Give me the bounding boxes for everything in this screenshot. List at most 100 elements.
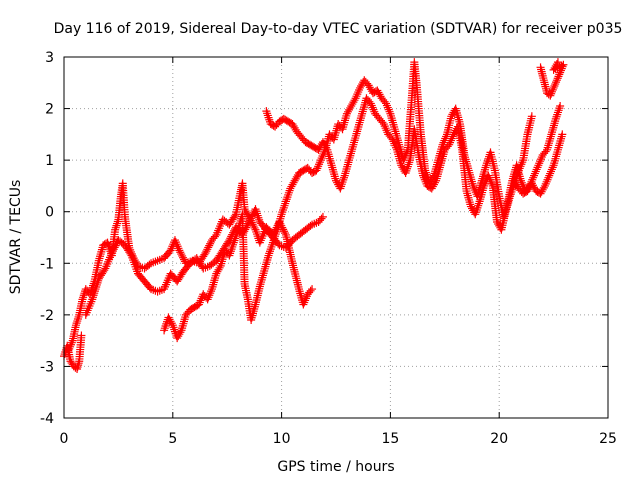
data-point — [315, 160, 324, 169]
series-trace-e — [262, 94, 536, 234]
data-point — [89, 291, 98, 300]
data-point — [536, 157, 545, 166]
data-point — [530, 169, 539, 178]
data-point — [88, 295, 97, 304]
data-point — [544, 173, 553, 182]
data-point — [540, 181, 549, 190]
data-point — [64, 346, 73, 355]
y-tick-label: -1 — [40, 256, 54, 272]
data-point — [230, 212, 239, 221]
data-point — [126, 249, 135, 258]
data-point — [314, 162, 323, 171]
data-point — [176, 328, 185, 337]
data-point — [554, 72, 563, 81]
data-point — [420, 175, 429, 184]
data-point — [196, 296, 205, 305]
data-point — [531, 167, 540, 176]
data-point — [91, 285, 100, 294]
data-point — [204, 243, 213, 252]
data-point — [78, 295, 87, 304]
data-point — [244, 218, 253, 227]
data-point — [366, 99, 375, 108]
data-point — [79, 291, 88, 300]
data-point — [553, 74, 562, 83]
data-point — [479, 181, 488, 190]
x-tick-label: 15 — [381, 431, 399, 447]
data-point — [419, 171, 428, 180]
data-point — [206, 289, 215, 298]
data-point — [172, 240, 181, 249]
data-point — [113, 219, 122, 228]
data-point — [548, 163, 557, 172]
data-point — [72, 319, 81, 328]
data-point — [280, 227, 289, 236]
data-point — [74, 312, 83, 321]
data-point — [224, 237, 233, 246]
data-point — [536, 155, 545, 164]
x-tick-label: 20 — [490, 431, 508, 447]
data-point — [306, 286, 315, 295]
data-point — [92, 280, 101, 289]
data-point — [382, 126, 391, 135]
series-trace-d — [160, 58, 565, 343]
data-point — [111, 223, 120, 232]
data-point — [317, 154, 326, 163]
y-tick-label: -3 — [40, 359, 54, 375]
data-point — [250, 223, 259, 232]
data-point — [447, 134, 456, 143]
data-point — [308, 285, 317, 294]
data-point — [556, 68, 565, 77]
x-tick-label: 0 — [60, 431, 69, 447]
data-point — [108, 247, 117, 256]
data-point — [383, 103, 392, 112]
data-point — [88, 293, 97, 302]
data-point — [166, 246, 175, 255]
data-point — [322, 143, 331, 152]
data-point — [484, 171, 493, 180]
data-point — [542, 177, 551, 186]
data-point — [553, 58, 562, 67]
data-point — [200, 250, 209, 259]
data-point — [552, 76, 561, 85]
data-point — [448, 132, 457, 141]
data-point — [517, 160, 526, 169]
data-point — [556, 101, 565, 110]
data-point — [555, 70, 564, 79]
data-point — [445, 140, 454, 149]
data-point — [550, 82, 559, 91]
data-point — [65, 344, 74, 353]
data-point — [355, 86, 364, 95]
data-point — [486, 175, 495, 184]
data-point — [530, 171, 539, 180]
data-point — [539, 183, 548, 192]
data-point — [66, 342, 75, 351]
data-point — [368, 103, 377, 112]
data-point — [100, 266, 109, 275]
data-point — [534, 161, 543, 170]
data-point — [547, 165, 556, 174]
data-point — [391, 141, 400, 150]
y-tick-label: -2 — [40, 308, 54, 324]
data-point — [516, 162, 525, 171]
x-tick-label: 10 — [273, 431, 291, 447]
data-point — [384, 105, 393, 114]
data-point — [549, 83, 558, 92]
data-point — [529, 173, 538, 182]
data-point — [204, 293, 213, 302]
data-point — [548, 85, 557, 94]
x-axis-label: GPS time / hours — [277, 459, 394, 475]
data-point — [112, 221, 121, 230]
data-point — [317, 214, 326, 223]
data-point — [195, 298, 204, 307]
x-tick-label: 25 — [599, 431, 617, 447]
data-point — [388, 135, 397, 144]
data-point — [177, 250, 186, 259]
data-point — [547, 89, 556, 98]
data-point — [546, 167, 555, 176]
data-point — [171, 238, 180, 247]
data-point — [66, 340, 75, 349]
plot-frame — [63, 56, 609, 419]
data-point — [174, 244, 183, 253]
data-point — [547, 87, 556, 96]
y-tick-label: -4 — [40, 411, 54, 427]
